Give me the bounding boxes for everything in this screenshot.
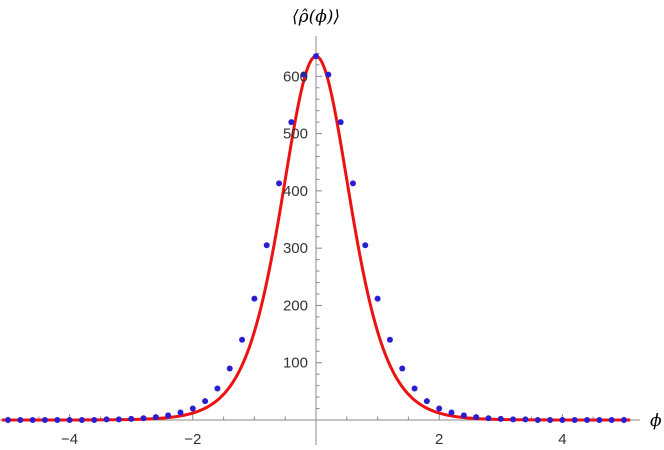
data-point	[78, 417, 85, 423]
data-point	[54, 417, 61, 423]
axes	[0, 36, 640, 445]
data-point	[436, 405, 443, 412]
tick-labels: −4 −2 2 4 100 200 300 400 500 600 ϕ ⟨ρ̂(ϕ)⟩	[61, 7, 662, 448]
data-point	[5, 417, 11, 423]
data-point	[91, 417, 98, 423]
data-point	[337, 119, 344, 126]
data-point	[313, 53, 319, 60]
data-point	[374, 295, 381, 302]
data-points-layer	[5, 53, 627, 423]
data-point	[263, 242, 270, 249]
data-point	[41, 417, 48, 423]
data-point	[621, 417, 627, 423]
data-point	[571, 417, 578, 423]
y-axis-title: ⟨ρ̂(ϕ)⟩	[292, 7, 340, 27]
x-tick-label: 2	[435, 431, 443, 448]
x-tick-label: −2	[184, 431, 201, 448]
data-point	[300, 71, 307, 78]
data-point	[115, 416, 122, 423]
data-point	[522, 416, 529, 423]
data-point	[202, 398, 209, 405]
y-tick-label: 300	[283, 240, 308, 257]
data-point	[485, 415, 492, 422]
data-point	[177, 409, 184, 416]
data-point	[276, 180, 283, 187]
data-point	[214, 385, 221, 392]
data-point	[165, 412, 172, 419]
data-point	[608, 417, 615, 423]
x-axis-title: ϕ	[650, 411, 662, 431]
data-point	[288, 119, 295, 126]
x-tick-label: −4	[61, 431, 78, 448]
data-point	[349, 180, 356, 187]
data-point	[423, 398, 430, 405]
data-point	[460, 412, 467, 419]
data-point	[239, 336, 246, 343]
data-point	[596, 417, 603, 423]
data-point	[534, 417, 541, 423]
data-point	[584, 417, 591, 423]
data-point	[29, 417, 36, 423]
data-point	[189, 405, 196, 412]
y-tick-label: 400	[283, 183, 308, 200]
y-tick-label: 500	[283, 126, 308, 143]
data-point	[411, 385, 418, 392]
data-point	[152, 414, 159, 421]
data-point	[128, 415, 135, 422]
y-tick-label: 100	[283, 355, 308, 372]
data-point	[448, 409, 455, 416]
y-tick-label: 600	[283, 68, 308, 85]
data-point	[17, 417, 24, 423]
data-point	[140, 415, 147, 422]
data-point	[547, 417, 554, 423]
data-point	[497, 415, 504, 422]
data-point	[362, 242, 369, 249]
data-point	[399, 365, 406, 372]
y-tick-label: 200	[283, 297, 308, 314]
data-point	[386, 336, 393, 343]
data-point	[226, 365, 233, 372]
data-point	[559, 417, 566, 423]
x-tick-label: 4	[558, 431, 566, 448]
data-point	[510, 416, 517, 423]
data-point	[325, 71, 332, 78]
data-point	[251, 295, 258, 302]
data-point	[66, 417, 73, 423]
data-point	[473, 414, 480, 421]
data-point	[103, 416, 110, 423]
